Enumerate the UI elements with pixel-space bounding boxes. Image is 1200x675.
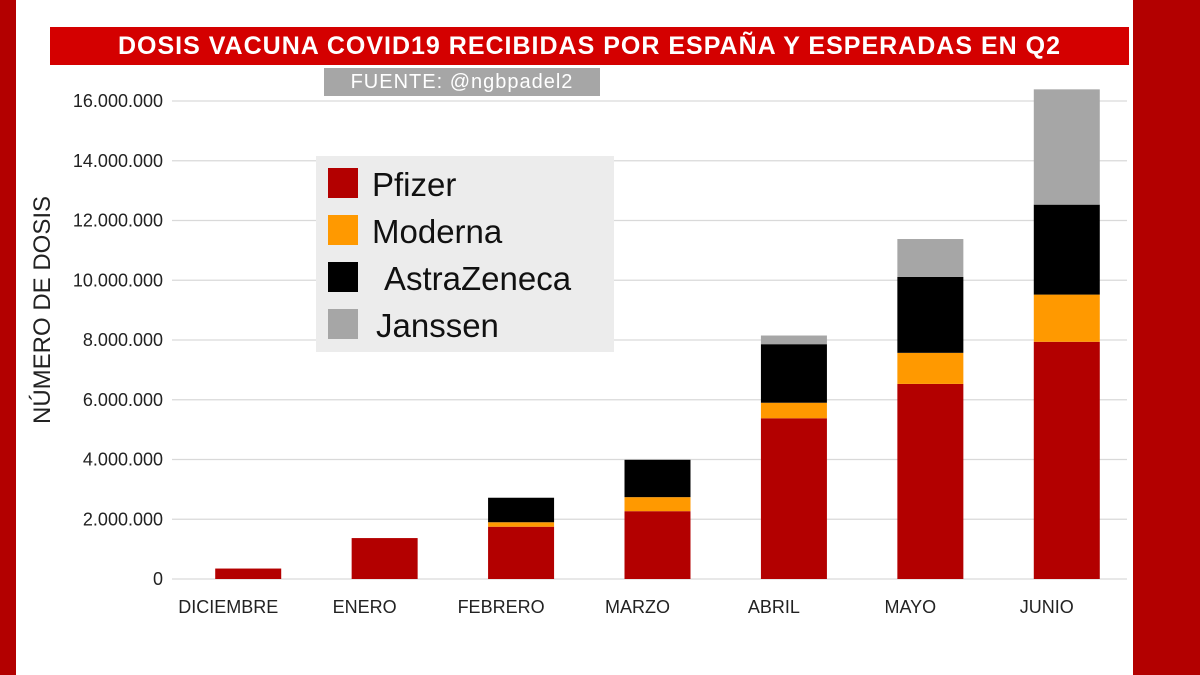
- bar-janssen-abril: [760, 335, 827, 345]
- legend-swatch-janssen: [328, 309, 358, 339]
- title-banner: DOSIS VACUNA COVID19 RECIBIDAS POR ESPAÑ…: [50, 27, 1129, 65]
- y-tick-label: 6.000.000: [83, 390, 163, 410]
- bar-astrazeneca-mayo: [897, 276, 964, 353]
- legend-swatch-moderna: [328, 215, 358, 245]
- x-tick-label: DICIEMBRE: [178, 597, 278, 617]
- legend-box: [316, 156, 614, 352]
- bar-pfizer-marzo: [624, 511, 691, 579]
- y-axis-label: NÚMERO DE DOSIS: [29, 196, 56, 424]
- bar-astrazeneca-abril: [760, 344, 827, 403]
- legend: Pfizer Moderna AstraZeneca Janssen: [316, 156, 614, 352]
- source-text: FUENTE: @ngbpadel2: [350, 70, 574, 93]
- bar-pfizer-febrero: [488, 526, 555, 579]
- x-tick-label: ABRIL: [748, 597, 800, 617]
- legend-label-moderna: Moderna: [372, 213, 503, 250]
- y-tick-label: 8.000.000: [83, 330, 163, 350]
- bar-janssen-junio: [1033, 89, 1100, 205]
- bar-pfizer-mayo: [897, 383, 964, 579]
- bar-astrazeneca-febrero: [488, 497, 555, 523]
- y-tick-label: 2.000.000: [83, 509, 163, 529]
- y-tick-label: 14.000.000: [73, 151, 163, 171]
- bar-astrazeneca-junio: [1033, 204, 1100, 295]
- bar-janssen-mayo: [897, 239, 964, 277]
- x-tick-label: ENERO: [333, 597, 397, 617]
- x-tick-label: MAYO: [885, 597, 937, 617]
- bar-moderna-abril: [760, 402, 827, 419]
- chart-title: DOSIS VACUNA COVID19 RECIBIDAS POR ESPAÑ…: [118, 31, 1061, 60]
- legend-label-pfizer: Pfizer: [372, 166, 456, 203]
- y-tick-label: 0: [153, 569, 163, 589]
- bar-moderna-mayo: [897, 352, 964, 384]
- y-tick-label: 16.000.000: [73, 91, 163, 111]
- bar-moderna-marzo: [624, 497, 691, 512]
- legend-swatch-pfizer: [328, 168, 358, 198]
- legend-label-astrazeneca: AstraZeneca: [384, 260, 572, 297]
- legend-swatch-astrazeneca: [328, 262, 358, 292]
- x-tick-label: JUNIO: [1020, 597, 1074, 617]
- bar-pfizer-junio: [1033, 341, 1100, 579]
- bar-pfizer-abril: [760, 418, 827, 579]
- bar-pfizer-diciembre: [215, 568, 282, 579]
- legend-label-janssen: Janssen: [376, 307, 499, 344]
- bar-moderna-febrero: [488, 522, 555, 527]
- x-tick-label: FEBRERO: [458, 597, 545, 617]
- y-tick-label: 4.000.000: [83, 450, 163, 470]
- bar-astrazeneca-marzo: [624, 459, 691, 498]
- y-tick-label: 12.000.000: [73, 211, 163, 231]
- bar-pfizer-enero: [351, 538, 418, 579]
- y-tick-label: 10.000.000: [73, 270, 163, 290]
- x-tick-label: MARZO: [605, 597, 670, 617]
- source-badge: FUENTE: @ngbpadel2: [324, 68, 600, 96]
- bar-moderna-junio: [1033, 294, 1100, 342]
